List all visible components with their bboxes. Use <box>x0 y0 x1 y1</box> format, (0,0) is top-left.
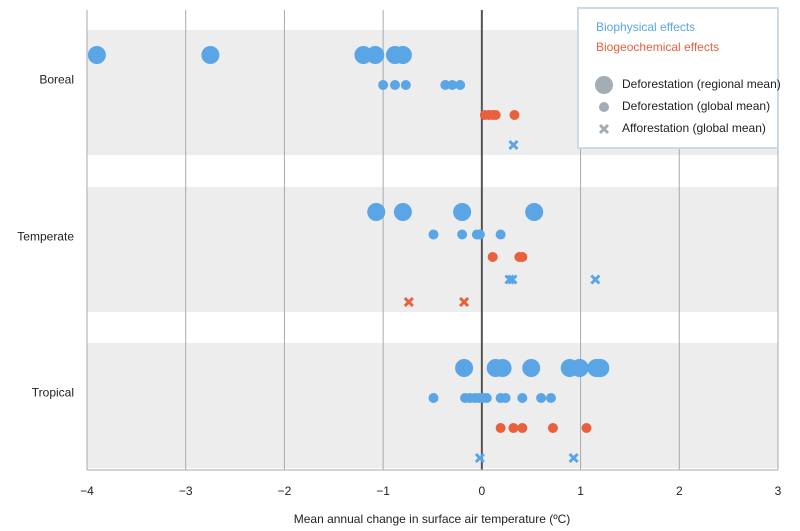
legend-label: Deforestation (regional mean) <box>622 77 781 91</box>
cross-stroke <box>403 296 414 308</box>
legend-label: Afforestation (global mean) <box>622 121 766 135</box>
small-marker <box>517 252 528 262</box>
large-marker <box>87 46 106 64</box>
small-marker <box>517 423 528 433</box>
large-marker <box>201 46 220 64</box>
small-marker <box>545 393 556 403</box>
small-marker <box>457 229 468 240</box>
small-marker <box>517 393 528 403</box>
small-marker <box>508 423 519 433</box>
large-marker <box>455 359 474 377</box>
cross-marker <box>507 274 518 285</box>
large-marker <box>525 203 544 221</box>
x-tick-label: 1 <box>577 484 584 498</box>
small-marker <box>536 393 547 403</box>
large-marker <box>393 203 412 221</box>
large-marker <box>595 76 613 94</box>
cross-marker <box>504 274 515 285</box>
legend-effect: Biophysical effects <box>596 20 695 34</box>
category-band <box>87 187 778 312</box>
legend-effect: Biogeochemical effects <box>596 40 719 54</box>
large-marker <box>453 203 472 221</box>
cross-stroke <box>568 452 579 464</box>
cross-marker <box>568 452 579 464</box>
small-marker <box>490 110 501 120</box>
cross-marker <box>508 139 519 151</box>
x-tick-label: −4 <box>80 484 94 498</box>
large-marker <box>522 359 541 377</box>
small-marker <box>500 393 511 403</box>
small-marker <box>509 110 520 120</box>
small-marker <box>455 80 466 90</box>
x-tick-label: 2 <box>676 484 683 498</box>
small-marker <box>440 80 451 90</box>
x-tick-label: −1 <box>376 484 390 498</box>
large-marker <box>367 203 386 221</box>
small-marker <box>599 102 609 112</box>
small-marker <box>581 423 592 433</box>
small-marker <box>547 423 558 433</box>
small-marker <box>447 80 458 90</box>
y-tick-label: Boreal <box>39 73 74 87</box>
small-marker <box>378 80 389 90</box>
cross-marker <box>459 296 470 308</box>
small-marker <box>487 252 498 262</box>
x-tick-label: −2 <box>278 484 292 498</box>
small-marker <box>495 229 506 240</box>
cross-stroke <box>504 274 515 285</box>
small-marker <box>474 229 485 240</box>
small-marker <box>389 80 400 90</box>
large-marker <box>366 46 385 64</box>
small-marker <box>400 80 411 90</box>
cross-stroke <box>598 123 610 135</box>
cross-marker <box>598 123 610 135</box>
small-marker <box>495 423 506 433</box>
cross-stroke <box>508 139 519 151</box>
x-tick-label: 3 <box>775 484 782 498</box>
large-marker <box>393 46 412 64</box>
large-marker <box>591 359 610 377</box>
cross-marker <box>403 296 414 308</box>
y-tick-label: Temperate <box>17 230 74 244</box>
cross-stroke <box>474 452 485 464</box>
small-marker <box>428 393 439 403</box>
cross-marker <box>590 274 601 285</box>
y-tick-label: Tropical <box>32 386 74 400</box>
cross-stroke <box>459 296 470 308</box>
x-tick-label: −3 <box>179 484 193 498</box>
cross-marker <box>474 452 485 464</box>
cross-stroke <box>590 274 601 285</box>
x-tick-label: 0 <box>479 484 486 498</box>
large-marker <box>493 359 512 377</box>
legend-label: Deforestation (global mean) <box>622 99 770 113</box>
cross-stroke <box>507 274 518 285</box>
small-marker <box>481 393 492 403</box>
legend-box <box>577 7 779 149</box>
x-axis-label: Mean annual change in surface air temper… <box>294 512 571 526</box>
small-marker <box>428 229 439 240</box>
category-band <box>87 343 778 468</box>
large-marker <box>570 359 589 377</box>
